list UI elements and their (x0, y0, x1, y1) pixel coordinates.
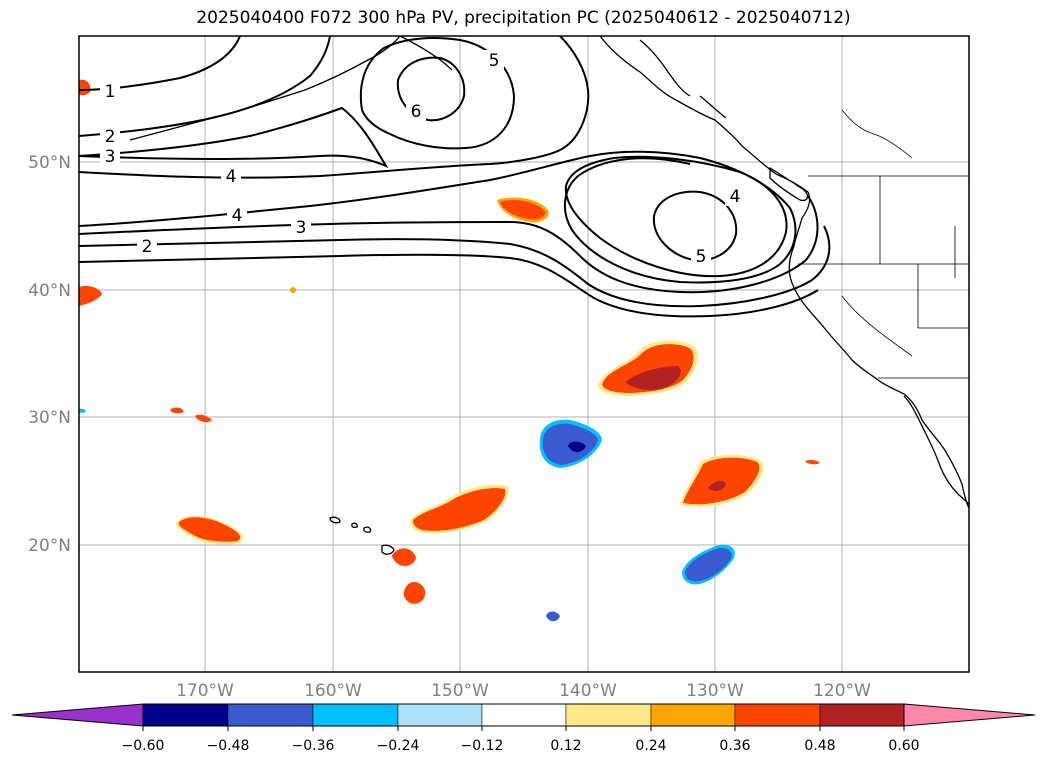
lat-label: 20°N (28, 536, 71, 556)
precip-negative-areas (79, 408, 735, 622)
lon-label: 120°W (813, 681, 871, 701)
lat-label: 40°N (28, 281, 71, 301)
colorbar-segment (819, 703, 905, 727)
contour-4 (564, 155, 788, 278)
contour-label: 4 (730, 187, 741, 207)
contour-label: 6 (411, 102, 422, 122)
colorbar-tick-label: −0.48 (207, 738, 250, 754)
precip-blob (392, 548, 416, 566)
precip-blob (403, 581, 426, 604)
colorbar: −0.60 −0.48 −0.36 −0.24 −0.12 0.12 0.24 … (11, 703, 1036, 754)
colorbar-tick-label: −0.60 (122, 738, 165, 754)
colorbar-tick-label: 0.36 (719, 738, 750, 754)
contour-label: 2 (142, 237, 153, 257)
colorbar-tick-label: −0.24 (377, 738, 420, 754)
lon-label: 150°W (431, 681, 489, 701)
colorbar-segment (734, 703, 821, 727)
colorbar-extend-high (903, 703, 1036, 727)
lon-label: 140°W (559, 681, 617, 701)
lon-label: 160°W (304, 681, 362, 701)
contour-label: 1 (105, 82, 116, 102)
colorbar-tick-label: 0.24 (635, 738, 666, 754)
colorbar-tick-label: 0.60 (888, 738, 919, 754)
lon-label: 130°W (686, 681, 744, 701)
colorbar-tick-label: 0.12 (550, 738, 581, 754)
contour-label: 4 (226, 167, 237, 187)
colorbar-tick-label: −0.36 (292, 738, 335, 754)
contour-label: 3 (105, 147, 116, 167)
pv-contours (79, 36, 831, 318)
precip-positive-areas (79, 79, 820, 604)
contour-label: 5 (696, 247, 707, 267)
contour-3 (79, 195, 819, 294)
precip-blob (79, 285, 102, 306)
contour-3 (79, 106, 389, 169)
colorbar-segment (312, 703, 399, 727)
map-frame (78, 35, 970, 673)
lon-label: 170°W (176, 681, 234, 701)
longitude-labels: 170°W 160°W 150°W 140°W 130°W 120°W (176, 681, 871, 701)
precip-blob (79, 79, 91, 96)
colorbar-extend-low (11, 703, 144, 727)
colorbar-tick-label: 0.48 (804, 738, 835, 754)
contour-labels: 1 2 3 4 4 3 2 5 6 4 5 (100, 50, 745, 267)
gridlines (79, 36, 969, 672)
colorbar-segment (397, 703, 483, 727)
contour-1 (79, 253, 819, 318)
precip-blob (546, 611, 560, 622)
colorbar-tick-label: −0.12 (461, 738, 504, 754)
contour-label: 5 (489, 51, 500, 71)
lat-label: 30°N (28, 408, 71, 428)
colorbar-segment (565, 703, 652, 727)
colorbar-segment (227, 703, 314, 727)
lat-label: 50°N (28, 153, 71, 173)
contour-2 (79, 225, 831, 308)
contour-5 (652, 190, 738, 262)
map-area (79, 36, 969, 672)
colorbar-segment (481, 703, 567, 727)
colorbar-segment (650, 703, 736, 727)
contour-label: 2 (105, 127, 116, 147)
contour-5 (359, 37, 516, 150)
contour-label: 3 (296, 218, 307, 238)
contour-2 (79, 36, 331, 137)
contour-label: 4 (232, 206, 243, 226)
map-title: 2025040400 F072 300 hPa PV, precipitatio… (196, 8, 851, 28)
latitude-labels: 50°N 40°N 30°N 20°N (28, 153, 71, 556)
colorbar-segment (142, 703, 229, 727)
